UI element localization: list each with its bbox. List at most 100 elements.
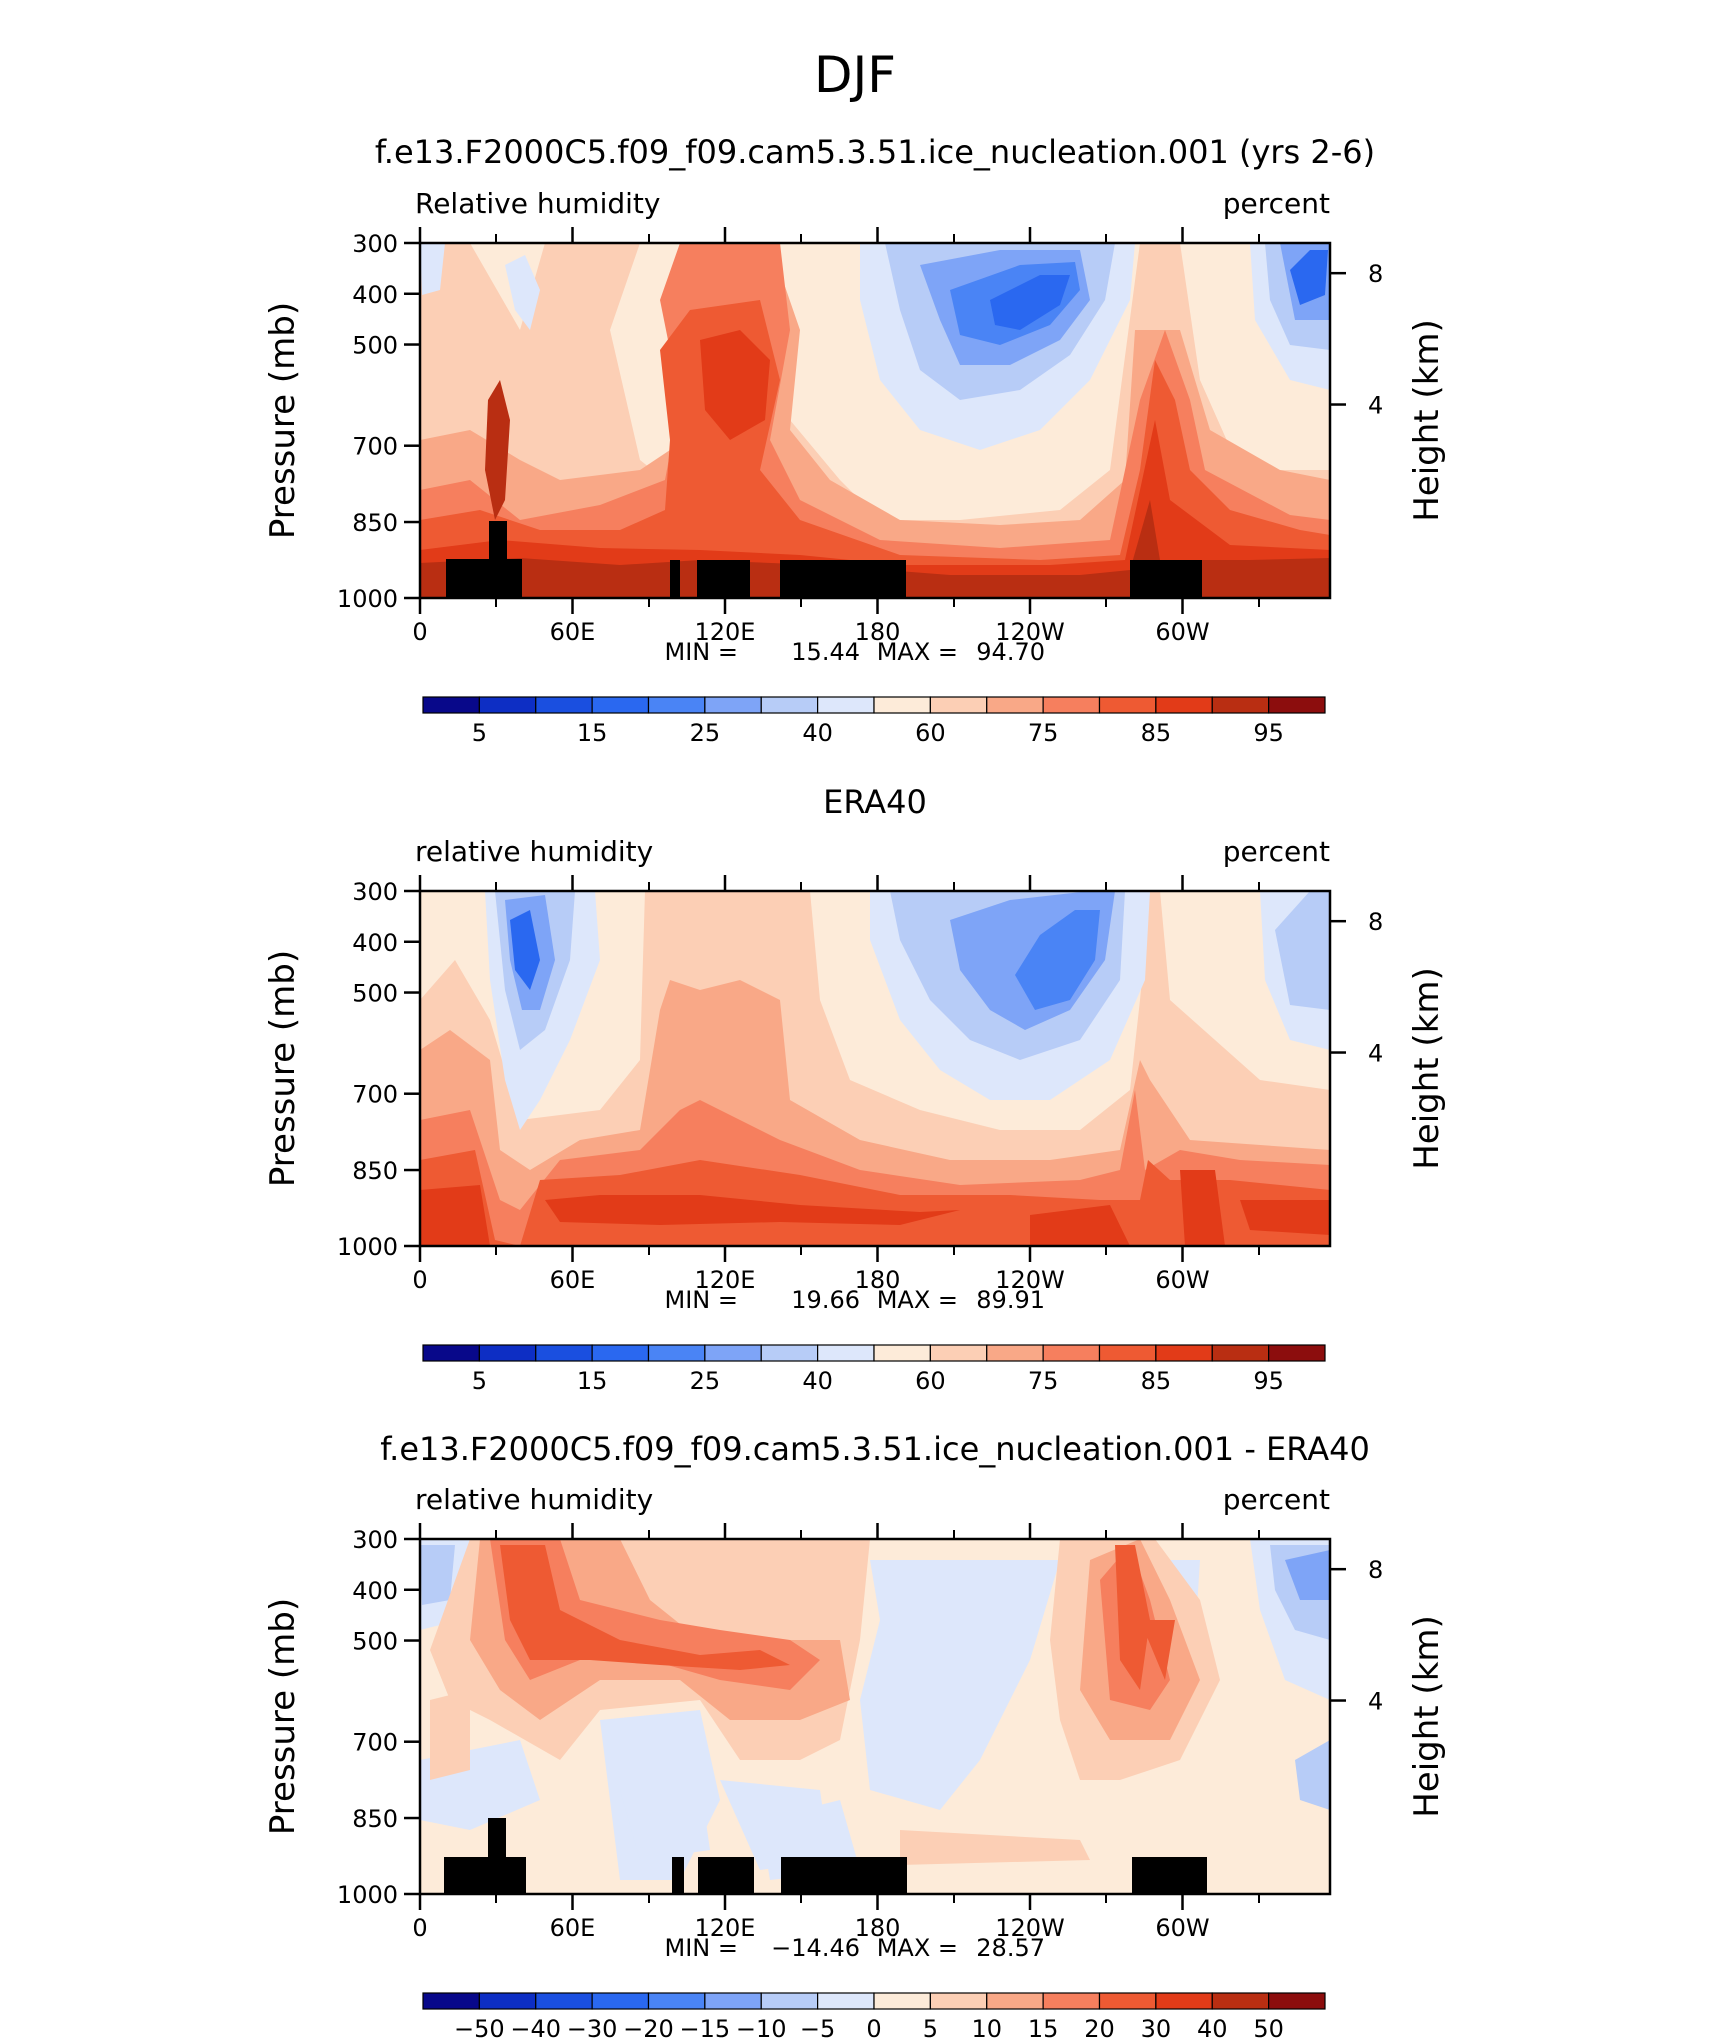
x-tick-label: 60W xyxy=(1155,1914,1209,1942)
colorbar-box xyxy=(817,1992,875,2010)
contour-region-97 xyxy=(420,500,1330,598)
colorbar-label: 60 xyxy=(915,719,946,747)
y-tick-label: 1000 xyxy=(337,585,398,613)
colorbar-box xyxy=(704,1992,762,2010)
figure-suptitle: DJF xyxy=(814,46,896,104)
colorbar-box xyxy=(986,1344,1044,1362)
colorbar-box xyxy=(478,1344,537,1362)
colorbar-label: 20 xyxy=(1084,2015,1115,2038)
contour-region-90 xyxy=(420,300,1330,598)
colorbar-box xyxy=(478,696,537,714)
colorbar-label: 75 xyxy=(1028,1367,1059,1395)
y-tick-label: 400 xyxy=(352,281,398,309)
colorbar-box xyxy=(535,1992,593,2010)
colorbar: −50 −40 −30 −20 −15 −10 −5 0 5 10 15 20 30 40 50 xyxy=(422,1992,1326,2038)
y-axis-title: Pressure (mb) xyxy=(263,302,303,539)
y-tick-label: 700 xyxy=(352,1729,398,1757)
min-value: 19.66 xyxy=(791,1286,860,1314)
colorbar-box xyxy=(1098,1992,1157,2010)
land-block xyxy=(1130,560,1202,598)
y2-tick-label: 8 xyxy=(1368,260,1383,288)
colorbar-box xyxy=(1211,696,1270,714)
contour-region-40-afr xyxy=(505,255,540,330)
y-tick-label: 500 xyxy=(352,1628,398,1656)
colorbar-box xyxy=(873,1344,931,1362)
y-tick-label: 700 xyxy=(352,433,398,461)
colorbar-label: 30 xyxy=(1141,2015,1172,2038)
y2-tick-label: 8 xyxy=(1368,908,1383,936)
colorbar-box xyxy=(760,1992,819,2010)
colorbar: 5 15 25 40 60 75 85 95 xyxy=(422,1344,1326,1395)
land-block xyxy=(672,1857,684,1894)
y-tick-label: 500 xyxy=(352,980,398,1008)
contour-region-5 xyxy=(510,910,540,990)
y-tick-label: 400 xyxy=(352,1577,398,1605)
colorbar-box xyxy=(1268,696,1326,714)
contour-region-5-low xyxy=(430,1690,1090,1865)
y2-axis-title: Height (km) xyxy=(1407,967,1447,1170)
colorbar-box xyxy=(1042,1344,1101,1362)
colorbar-label: 60 xyxy=(915,1367,946,1395)
x-tick-label: 180 xyxy=(855,1914,901,1942)
colorbar-box xyxy=(1268,1992,1326,2010)
min-value: 15.44 xyxy=(791,638,860,666)
panel-title: ERA40 xyxy=(823,783,927,821)
contour-region-95b xyxy=(700,330,770,440)
colorbar-box xyxy=(478,1992,537,2010)
contour-region-15 xyxy=(490,1539,1170,1710)
colorbar-box xyxy=(704,1344,762,1362)
panel-difference: f.e13.F2000C5.f09_f09.cam5.3.51.ice_nucl… xyxy=(263,1430,1447,1962)
left-string: relative humidity xyxy=(415,1483,653,1516)
right-string: percent xyxy=(1223,1483,1330,1516)
y-tick-label: 850 xyxy=(352,1157,398,1185)
y-tick-label: 850 xyxy=(352,1805,398,1833)
min-label: MIN = xyxy=(665,1934,738,1962)
colorbars: 5 15 25 40 60 75 85 955 15 25 40 60 75 85 95−50 −40 −30−… xyxy=(422,696,1326,2038)
plot-frame xyxy=(418,889,1332,1248)
land-block xyxy=(697,560,750,598)
colorbar-label: 75 xyxy=(1028,719,1059,747)
x-tick-label: 120W xyxy=(995,1914,1065,1942)
max-value: 28.57 xyxy=(976,1934,1045,1962)
colorbar-box xyxy=(1098,1344,1157,1362)
colorbar-label: 5 xyxy=(472,1367,487,1395)
colorbar-label: 15 xyxy=(1028,2015,1059,2038)
max-label: MAX = xyxy=(877,1286,958,1314)
colorbar-box xyxy=(647,1992,706,2010)
colorbar-box xyxy=(591,1992,650,2010)
land-block xyxy=(446,559,522,598)
contour-region-60b xyxy=(1180,243,1330,470)
panel-model: f.e13.F2000C5.f09_f09.cam5.3.51.ice_nucl… xyxy=(263,133,1447,666)
contour-region-20 xyxy=(500,1545,1175,1690)
min-label: MIN = xyxy=(665,638,738,666)
y-tick-label: 300 xyxy=(352,878,398,906)
colorbar-box xyxy=(535,1344,593,1362)
colorbar-label: 10 xyxy=(971,2015,1002,2038)
colorbar-box xyxy=(535,696,593,714)
contour-region-25-east xyxy=(1275,891,1330,1010)
colorbar-box xyxy=(1268,1344,1326,1362)
colorbar-box xyxy=(760,696,819,714)
contour-field xyxy=(420,1539,1330,1894)
colorbar-box xyxy=(986,696,1044,714)
colorbar-box xyxy=(1211,1344,1270,1362)
colorbar-label: 0 xyxy=(866,2015,881,2038)
x-tick-label: 120E xyxy=(695,1266,756,1294)
colorbar-box xyxy=(591,1344,650,1362)
y-tick-label: 300 xyxy=(352,230,398,258)
colorbar-label: −20 xyxy=(623,2015,674,2038)
y-tick-label: 300 xyxy=(352,1526,398,1554)
x-tick-label: 60E xyxy=(550,1914,596,1942)
y2-axis-title: Height (km) xyxy=(1407,1615,1447,1818)
min-label: MIN = xyxy=(665,1286,738,1314)
contour-field xyxy=(420,891,1330,1246)
colorbar-box xyxy=(1155,696,1213,714)
colorbar-label: −40 xyxy=(510,2015,561,2038)
y-tick-label: 400 xyxy=(352,929,398,957)
left-string: Relative humidity xyxy=(415,187,660,220)
min-value: −14.46 xyxy=(771,1934,860,1962)
land-block xyxy=(781,1857,907,1894)
land-mask xyxy=(446,521,1202,598)
colorbar-label: 5 xyxy=(472,719,487,747)
